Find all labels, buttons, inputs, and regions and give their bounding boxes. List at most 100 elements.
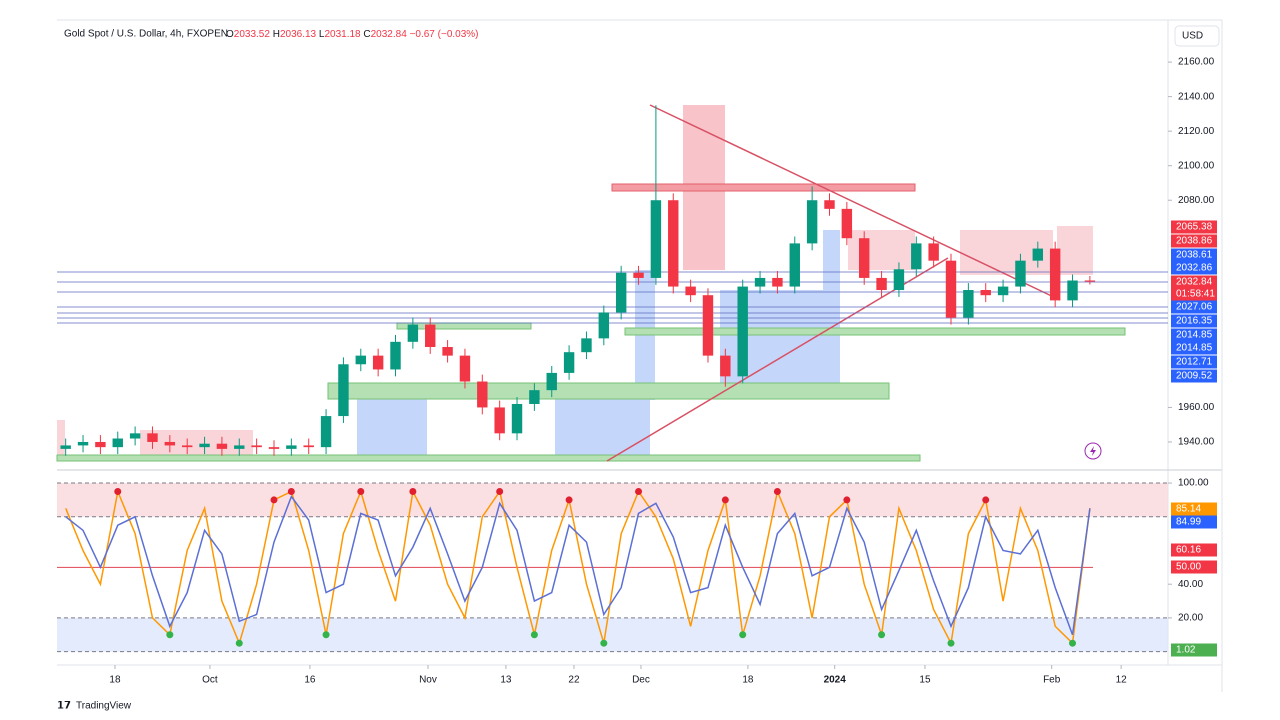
price-badge (1171, 341, 1217, 355)
peak-dot (409, 487, 417, 495)
price-badge (1171, 314, 1217, 328)
x-tick-label: 12 (1116, 675, 1128, 686)
y-tick-label: 2160.00 (1178, 57, 1215, 68)
candle-body (390, 341, 401, 370)
alert-icon-bolt (1090, 446, 1096, 456)
peak-dot (721, 496, 729, 504)
trough-dot (235, 639, 243, 647)
candle-body (685, 286, 696, 296)
candle-body (338, 364, 349, 417)
candle-body (95, 441, 106, 448)
price-badge-label: 2014.85 (1176, 330, 1213, 341)
zone (56, 454, 921, 462)
price-badge-label: 2065.38 (1176, 222, 1213, 233)
zone (1057, 226, 1093, 275)
oversold-band (57, 617, 1168, 652)
candle-body (268, 447, 280, 449)
currency-button[interactable] (1174, 25, 1220, 47)
candle-body (164, 441, 176, 446)
y-tick-label: 100.00 (1178, 478, 1209, 489)
price-badge (1171, 515, 1217, 529)
candle-body (1084, 280, 1096, 282)
peak-dot (982, 496, 990, 504)
zone (57, 420, 65, 458)
candle-body (494, 407, 505, 434)
peak-dot (114, 487, 122, 495)
candle-body (824, 200, 835, 209)
trend-line (649, 104, 1061, 301)
trough-dot (947, 639, 955, 647)
price-badge (1171, 328, 1217, 342)
peak-dot (357, 487, 365, 495)
candle-body (963, 290, 974, 318)
price-badge (1171, 543, 1217, 557)
ohlc-label: L (319, 29, 325, 40)
candle-body (754, 277, 766, 287)
zone (555, 398, 650, 458)
candle-body (997, 286, 1009, 296)
symbol: Gold Spot / U.S. Dollar, 4h, FXOPEN (64, 29, 228, 40)
ohlc: O2033.52 H2036.13 L2031.18 C2032.84 −0.6… (226, 29, 479, 40)
price-badge-label: 84.99 (1176, 517, 1201, 528)
candle-body (129, 433, 141, 439)
candle-body (1067, 280, 1078, 301)
candle-body (1049, 248, 1061, 301)
x-tick-label: Dec (632, 675, 650, 686)
price-badge-label: 1.02 (1176, 645, 1196, 656)
candle-body (112, 438, 123, 448)
candle-body (77, 441, 89, 446)
candle-body (720, 355, 731, 377)
ohlc-label: H (273, 29, 280, 40)
candle-body (60, 445, 71, 449)
trough-dot (600, 639, 608, 647)
candle-body (1032, 248, 1044, 261)
candle-body (459, 355, 471, 382)
peak-dot (270, 496, 278, 504)
x-tick-label: 22 (568, 675, 580, 686)
x-tick-label: 18 (109, 675, 121, 686)
zone (823, 230, 840, 290)
price-badge-label: 2027.06 (1176, 302, 1213, 313)
candle-body (199, 443, 210, 448)
peak-dot (496, 487, 504, 495)
x-tick-label: 2024 (824, 675, 847, 686)
peak-dot (565, 496, 573, 504)
peak-dot (773, 487, 781, 495)
ohlc-label: C (363, 29, 370, 40)
ohlc-value: 2036.13 (280, 29, 317, 40)
candle-body (980, 290, 991, 296)
y-tick-label: 1940.00 (1178, 437, 1215, 448)
price-badge (1171, 248, 1217, 262)
trough-dot (322, 631, 330, 639)
candle-body (737, 286, 748, 377)
x-tick-label: 13 (500, 675, 512, 686)
peak-dot (635, 487, 643, 495)
y-tick-label: 2100.00 (1178, 160, 1215, 171)
y-tick-label: 2080.00 (1178, 195, 1215, 206)
trough-dot (739, 631, 747, 639)
zone (327, 382, 890, 400)
oscillator-line (65, 494, 1091, 636)
candle-body (355, 355, 366, 365)
candle-body (563, 352, 575, 373)
price-badge-label: 2009.52 (1176, 371, 1213, 382)
candle-body (511, 403, 523, 434)
candle-body (303, 445, 314, 448)
candle-body (772, 277, 783, 287)
candle-body (615, 272, 627, 313)
candle-body (806, 200, 818, 244)
y-tick-label: 20.00 (1178, 613, 1203, 624)
x-tick-label: Nov (419, 675, 437, 686)
ohlc-value: 2033.52 (234, 29, 271, 40)
trough-dot (878, 631, 886, 639)
candle-body (702, 295, 714, 356)
candle-body (425, 324, 436, 347)
price-badge-label: 85.14 (1176, 504, 1201, 515)
peak-dot (843, 496, 851, 504)
currency: USD (1182, 31, 1203, 42)
candle-body (876, 277, 887, 291)
candle-body (581, 338, 592, 353)
y-tick-label: 2120.00 (1178, 126, 1215, 137)
x-tick-label: 18 (742, 675, 754, 686)
